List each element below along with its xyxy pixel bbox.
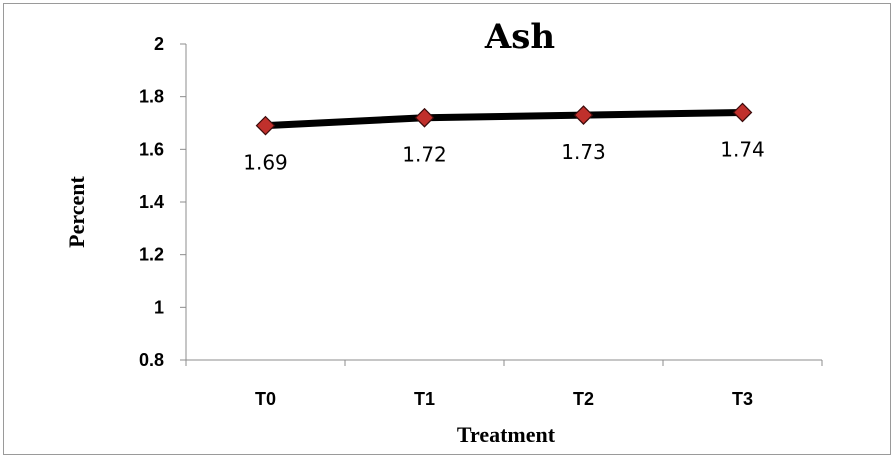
data-label: 1.72 [402, 143, 447, 167]
x-tick-label: T1 [414, 389, 435, 409]
y-tick-labels: 0.8 1 1.2 1.4 1.6 1.8 2 [139, 34, 164, 370]
series-group [255, 102, 753, 136]
y-tick-label: 1.6 [139, 139, 164, 159]
chart-border [3, 3, 891, 455]
data-point-marker [732, 102, 753, 123]
y-tick-label: 1.2 [139, 245, 164, 265]
x-axis-label: Treatment [457, 422, 556, 447]
x-tick-labels: T0 T1 T2 T3 [255, 389, 753, 409]
x-tick-label: T2 [573, 389, 594, 409]
data-point-marker [255, 115, 276, 136]
x-tick-label: T0 [255, 389, 276, 409]
y-tick-label: 1.4 [139, 192, 164, 212]
y-tick-label: 2 [154, 34, 164, 54]
data-label: 1.69 [243, 151, 288, 175]
data-label: 1.73 [561, 140, 606, 164]
axes [180, 43, 823, 366]
x-tick-label: T3 [732, 389, 753, 409]
y-axis-label: Percent [64, 176, 89, 248]
series-line [262, 108, 746, 130]
data-point-marker [573, 105, 594, 125]
data-point-marker [414, 107, 435, 128]
data-labels: 1.69 1.72 1.73 1.74 [243, 137, 765, 174]
y-tick-label: 1 [154, 297, 164, 317]
y-tick-label: 0.8 [139, 350, 164, 370]
data-label: 1.74 [720, 137, 765, 161]
y-tick-label: 1.8 [139, 87, 164, 107]
chart-title: Ash [484, 17, 555, 57]
